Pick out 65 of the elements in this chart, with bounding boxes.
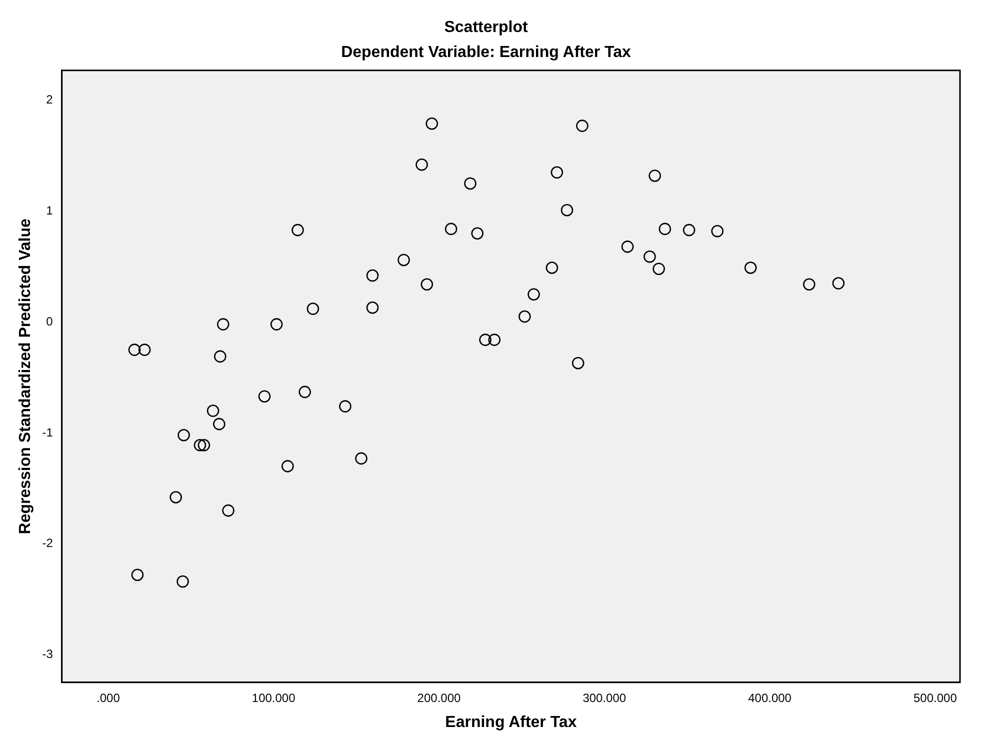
point bbox=[216, 318, 230, 330]
point bbox=[576, 120, 588, 132]
point bbox=[426, 117, 438, 130]
y-tick-label: -3 bbox=[42, 646, 54, 661]
point bbox=[711, 225, 724, 238]
point bbox=[444, 222, 458, 236]
point bbox=[464, 177, 476, 190]
point bbox=[213, 418, 226, 430]
x-tick-label: 100.000 bbox=[252, 690, 296, 705]
chart-title: Scatterplot bbox=[444, 19, 528, 36]
point bbox=[194, 438, 206, 452]
point bbox=[420, 278, 434, 291]
point bbox=[652, 262, 665, 276]
point bbox=[621, 240, 634, 253]
point bbox=[270, 318, 283, 330]
x-tick-label: 500.000 bbox=[913, 690, 958, 705]
point bbox=[176, 575, 189, 588]
point bbox=[518, 310, 531, 323]
point bbox=[178, 429, 190, 442]
y-tick-label: 0 bbox=[46, 314, 54, 328]
point bbox=[572, 356, 584, 370]
point bbox=[644, 250, 656, 263]
point bbox=[366, 269, 379, 282]
point bbox=[128, 344, 141, 356]
point bbox=[398, 254, 410, 266]
point bbox=[222, 504, 234, 517]
point bbox=[744, 262, 757, 274]
point bbox=[479, 334, 492, 346]
point bbox=[214, 350, 226, 363]
x-tick-label: .000 bbox=[96, 690, 120, 705]
point bbox=[138, 344, 151, 356]
point bbox=[258, 390, 271, 403]
y-tick-label: -1 bbox=[42, 425, 54, 440]
point bbox=[131, 568, 144, 582]
x-tick-label: 400.000 bbox=[748, 690, 792, 705]
y-tick-label: -2 bbox=[42, 536, 54, 550]
point bbox=[488, 334, 501, 346]
point bbox=[546, 262, 558, 274]
x-tick-label: 300.000 bbox=[582, 690, 626, 705]
point bbox=[416, 158, 428, 171]
y-tick-label: 1 bbox=[46, 204, 54, 218]
point bbox=[560, 204, 574, 216]
x-axis-title: Earning After Tax bbox=[445, 714, 577, 731]
point bbox=[306, 302, 320, 315]
point bbox=[648, 170, 661, 182]
point bbox=[198, 438, 210, 452]
point bbox=[471, 227, 484, 240]
y-axis-title: Regression Standardized Predicted Value bbox=[17, 218, 34, 534]
point bbox=[339, 400, 352, 412]
point bbox=[366, 302, 379, 314]
point bbox=[292, 224, 304, 236]
point bbox=[281, 460, 294, 472]
chart-subtitle: Dependent Variable: Earning After Tax bbox=[341, 44, 632, 62]
point bbox=[803, 278, 816, 291]
x-tick-label: 200.000 bbox=[417, 690, 461, 705]
point bbox=[832, 277, 845, 290]
point bbox=[298, 386, 311, 398]
point bbox=[206, 404, 220, 417]
point bbox=[550, 166, 564, 179]
y-tick-label: 2 bbox=[46, 92, 54, 107]
point bbox=[528, 288, 540, 301]
point bbox=[658, 222, 672, 236]
point bbox=[170, 491, 182, 504]
point bbox=[355, 452, 368, 465]
point bbox=[682, 224, 696, 236]
